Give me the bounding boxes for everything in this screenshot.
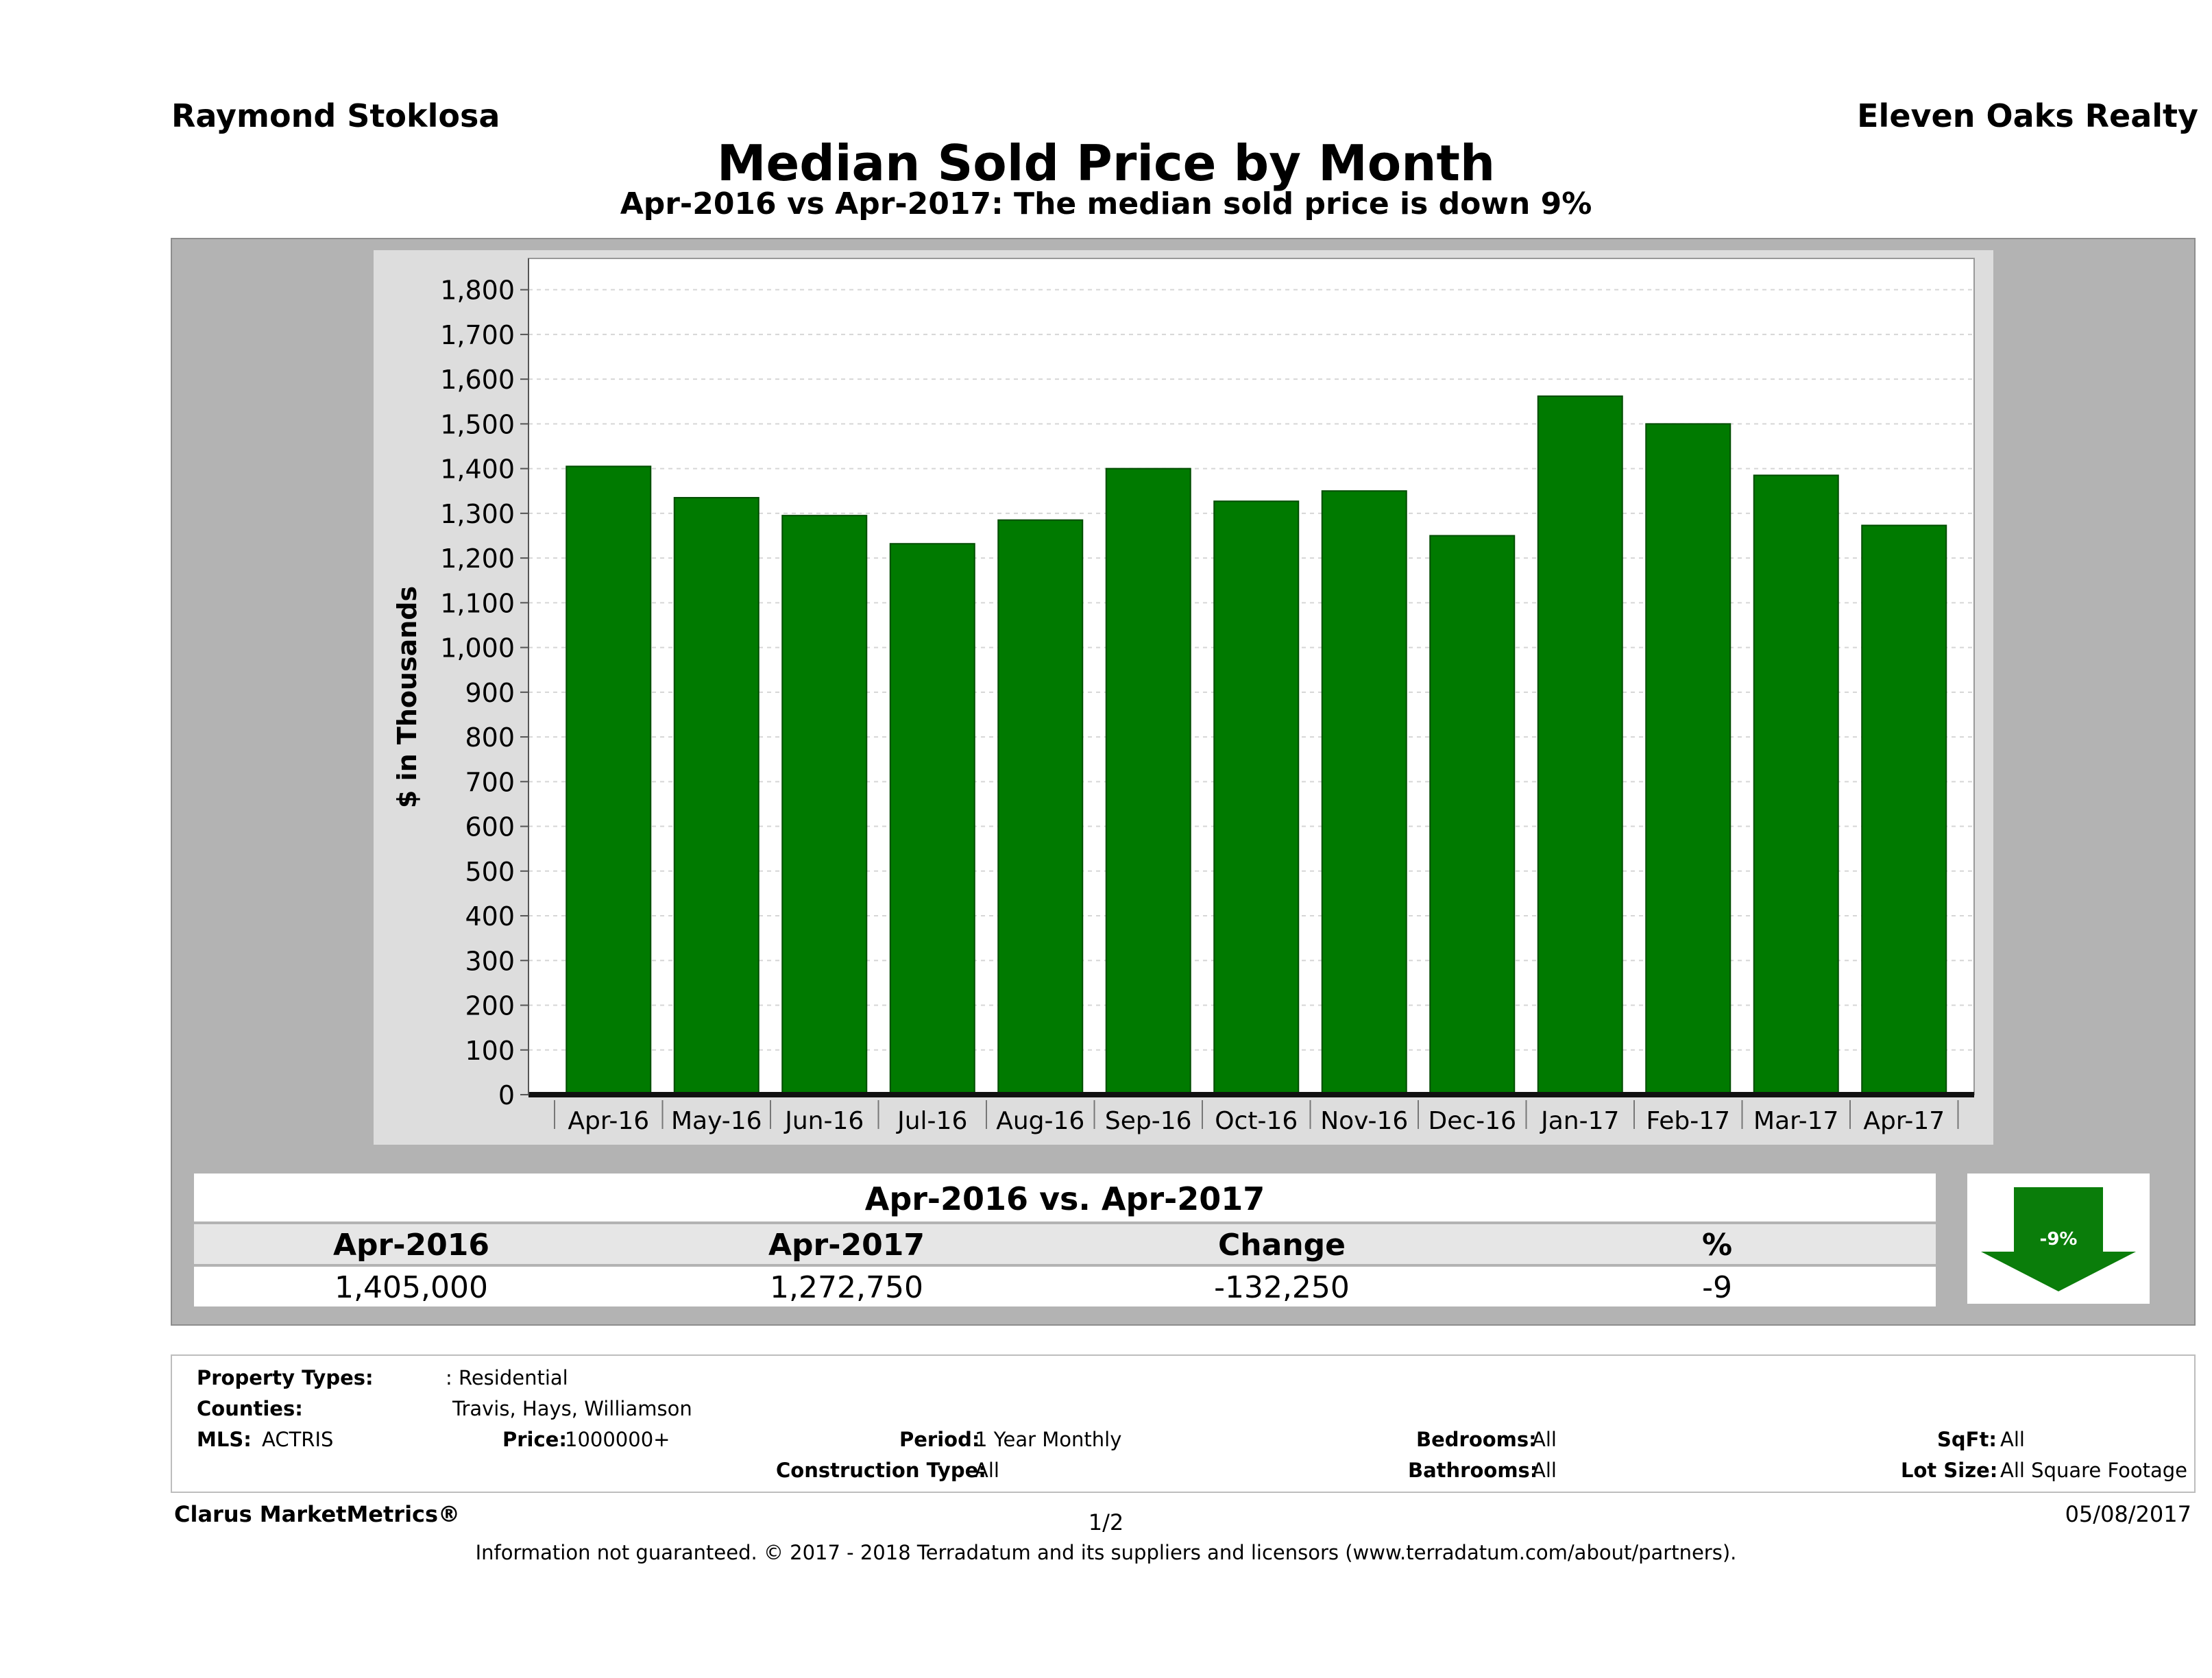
y-tick-label: 1,500	[440, 409, 515, 439]
bar-dec-16	[1429, 535, 1516, 1095]
property-filters	[171, 1354, 2196, 1493]
construction-type-label: Construction Type:	[776, 1459, 986, 1482]
mls-value: ACTRIS	[262, 1428, 334, 1451]
price-label: Price:	[502, 1428, 567, 1451]
x-tick-label: Aug-16	[996, 1107, 1084, 1135]
y-tick-label: 1,700	[440, 320, 515, 350]
x-tick-label: Jan-17	[1540, 1107, 1619, 1135]
bar-jun-16	[781, 515, 868, 1096]
y-tick-label: 1,300	[440, 499, 515, 529]
mls-label: MLS:	[197, 1428, 252, 1451]
y-tick-label: 600	[465, 812, 515, 842]
change-badge-label: -9%	[2040, 1229, 2078, 1250]
x-tick-label: Feb-17	[1646, 1107, 1730, 1135]
bar-chart: 0 100 200 300 400 500 600 700 800 900 1,000 1,100 1,…	[392, 258, 1975, 1135]
y-tick-label: 400	[465, 901, 515, 932]
y-tick-label: 800	[465, 722, 515, 753]
brand-footer: Clarus MarketMetrics®	[174, 1501, 461, 1527]
summary-value-percent: -9	[1702, 1270, 1732, 1305]
bar-may-16	[673, 497, 759, 1096]
y-tick-label: 500	[465, 857, 515, 887]
period-label: Period:	[899, 1428, 980, 1451]
bar-apr-17	[1861, 524, 1947, 1095]
bar-oct-16	[1213, 500, 1300, 1095]
summary-header-apr-2017: Apr-2017	[768, 1228, 925, 1263]
sqft-value: All	[2000, 1428, 2025, 1451]
x-tick-label: Sep-16	[1105, 1107, 1192, 1135]
counties-label: Counties:	[197, 1397, 303, 1420]
change-badge: -9%	[1967, 1174, 2150, 1304]
page-number: 1/2	[1088, 1509, 1124, 1535]
y-tick-label: 1,600	[440, 365, 515, 395]
x-tick-label: Jun-16	[783, 1107, 864, 1135]
bathrooms-value: All	[1532, 1459, 1557, 1482]
construction-type-value: All	[975, 1459, 999, 1482]
down-arrow-icon	[1981, 1187, 2136, 1291]
bar-feb-17	[1645, 423, 1731, 1095]
summary-title: Apr-2016 vs. Apr-2017	[864, 1180, 1265, 1217]
bar-jan-17	[1537, 395, 1623, 1096]
bedrooms-value: All	[1532, 1428, 1557, 1451]
chart-panel: 0 100 200 300 400 500 600 700 800 900 1,000 1,100 1,…	[374, 250, 1993, 1145]
y-tick-label: 1,200	[440, 544, 515, 574]
chart-title: Median Sold Price by Month	[716, 134, 1496, 192]
summary-value-change: -132,250	[1214, 1270, 1350, 1305]
chart-subtitle: Apr-2016 vs Apr-2017: The median sold pr…	[620, 186, 1592, 221]
bar-nov-16	[1321, 490, 1407, 1095]
y-tick-label: 1,000	[440, 633, 515, 664]
bar-sep-16	[1105, 467, 1191, 1095]
y-tick-label: 300	[465, 946, 515, 976]
y-tick-label: 1,800	[440, 276, 515, 306]
x-tick-label: Mar-17	[1753, 1107, 1838, 1135]
summary-value-row	[194, 1267, 1936, 1306]
x-tick-label: Oct-16	[1215, 1107, 1298, 1135]
x-tick-label: May-16	[671, 1107, 762, 1135]
bathrooms-label: Bathrooms:	[1408, 1459, 1538, 1482]
agent-name: Raymond Stoklosa	[171, 97, 500, 134]
y-tick-label: 200	[465, 991, 515, 1021]
price-value: 1000000+	[565, 1428, 670, 1451]
lot-size-value: All Square Footage	[2000, 1459, 2188, 1482]
disclaimer: Information not guaranteed. © 2017 - 201…	[475, 1541, 1737, 1564]
x-tick-label: Nov-16	[1320, 1107, 1408, 1135]
x-tick-label: Apr-17	[1863, 1107, 1945, 1135]
bar-aug-16	[997, 519, 1084, 1095]
y-tick-label: 1,100	[440, 588, 515, 618]
summary-value-apr-2017: 1,272,750	[770, 1270, 923, 1305]
report-date: 05/08/2017	[2065, 1501, 2191, 1527]
y-tick-label: 0	[498, 1080, 515, 1110]
bedrooms-label: Bedrooms:	[1416, 1428, 1537, 1451]
summary-value-apr-2016: 1,405,000	[335, 1270, 488, 1305]
summary-header-row	[194, 1224, 1936, 1264]
bar-apr-16	[566, 465, 652, 1096]
x-tick-label: Jul-16	[896, 1107, 967, 1135]
x-tick-label: Dec-16	[1429, 1107, 1516, 1135]
x-tick-label: Apr-16	[568, 1107, 649, 1135]
summary-header-change: Change	[1218, 1228, 1346, 1263]
sqft-label: SqFt:	[1937, 1428, 1997, 1451]
company-name: Eleven Oaks Realty	[1857, 97, 2198, 134]
counties-value: Travis, Hays, Williamson	[452, 1397, 692, 1420]
property-types-value: : Residential	[446, 1366, 568, 1389]
lot-size-label: Lot Size:	[1901, 1459, 1998, 1482]
bar-mar-17	[1753, 474, 1839, 1095]
y-tick-label: 900	[465, 678, 515, 708]
property-types-label: Property Types:	[197, 1366, 374, 1389]
y-tick-label: 100	[465, 1036, 515, 1066]
y-tick-label: 700	[465, 767, 515, 797]
summary-title-box	[194, 1174, 1936, 1221]
period-value: 1 Year Monthly	[975, 1428, 1122, 1451]
y-axis-title: $ in Thousands	[392, 586, 422, 808]
summary-header-percent: %	[1701, 1228, 1733, 1263]
y-tick-label: 1,400	[440, 454, 515, 485]
summary-header-apr-2016: Apr-2016	[333, 1228, 489, 1263]
bar-jul-16	[889, 543, 975, 1095]
